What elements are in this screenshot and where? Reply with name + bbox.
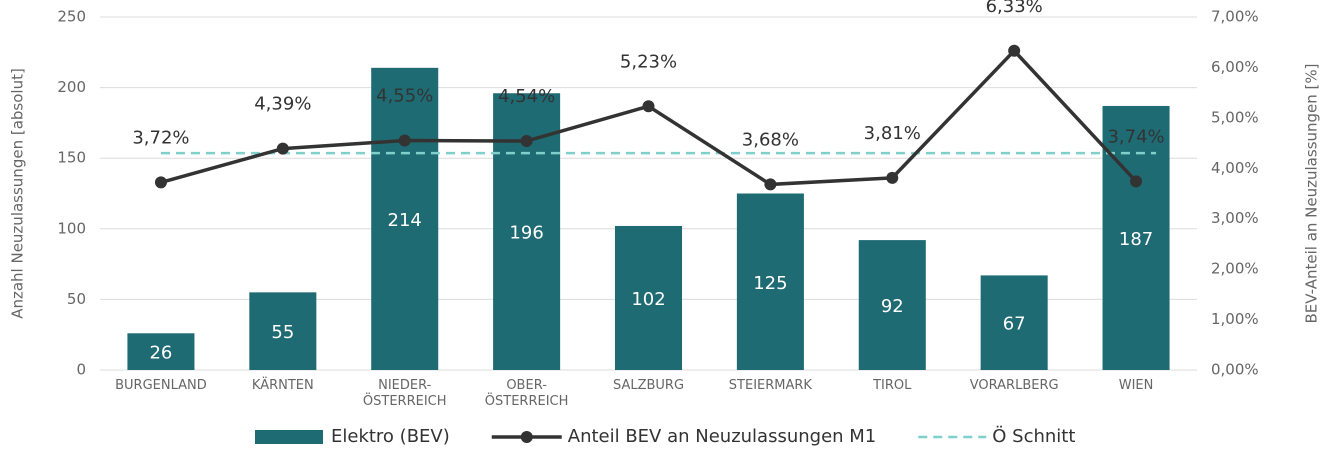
y2-tick-label: 3,00%	[1211, 209, 1259, 227]
legend-swatch	[520, 431, 533, 443]
y2-tick-label: 1,00%	[1211, 310, 1259, 328]
legend-swatch	[255, 430, 323, 444]
bar-value-label: 214	[388, 210, 422, 231]
line-value-label: 5,23%	[620, 51, 677, 72]
bar	[980, 275, 1048, 370]
x-tick-label: OBER- ÖSTERREICH	[484, 378, 569, 409]
bar-value-label: 26	[149, 343, 172, 364]
line-value-label: 3,72%	[132, 127, 189, 148]
y-axis-label: Anzahl Neuzulassungen [absolut]	[9, 68, 27, 319]
line-marker	[154, 176, 167, 189]
line-value-label: 3,74%	[1107, 126, 1164, 147]
line-value-label: 3,68%	[742, 129, 799, 150]
x-tick-label: SALZBURG	[612, 378, 685, 393]
line-marker	[886, 171, 899, 184]
legend-label: Anteil BEV an Neuzulassungen M1	[568, 426, 877, 447]
x-tick-label: VORARLBERG	[969, 378, 1059, 393]
line-value-label: 6,33%	[986, 0, 1043, 17]
line-marker	[642, 100, 655, 113]
line-value-label: 4,39%	[254, 94, 311, 115]
legend-label: Ö Schnitt	[992, 425, 1075, 447]
line-value-label: 4,54%	[498, 86, 555, 107]
y2-tick-label: 4,00%	[1211, 159, 1259, 177]
x-tick-label: STEIERMARK	[728, 378, 812, 393]
x-tick-label: WIEN	[1118, 378, 1154, 393]
bar	[371, 67, 439, 370]
bar-value-label: 125	[753, 273, 787, 294]
bar-value-label: 187	[1119, 229, 1153, 250]
legend-label: Elektro (BEV)	[331, 426, 450, 447]
y-tick-label: 0	[76, 361, 86, 379]
y-tick-label: 150	[57, 149, 86, 167]
line-marker	[1008, 44, 1021, 57]
bar	[614, 225, 683, 370]
y-tick-label: 200	[57, 78, 86, 96]
bar-value-label: 102	[631, 289, 665, 310]
bar-value-label: 67	[1003, 314, 1026, 335]
line-value-label: 4,55%	[376, 86, 433, 107]
x-tick-label: NIEDER- ÖSTERREICH	[362, 378, 447, 409]
bar-value-label: 55	[271, 322, 294, 343]
y-tick-label: 250	[57, 8, 86, 26]
bar	[1102, 105, 1170, 371]
x-tick-label: KÄRNTEN	[251, 378, 314, 393]
y2-axis-label: BEV-Anteil an Neuzulassungen [%]	[1303, 63, 1321, 323]
y2-tick-label: 2,00%	[1211, 260, 1259, 278]
line-marker	[398, 134, 411, 147]
y2-tick-label: 0,00%	[1211, 361, 1259, 379]
y2-tick-label: 5,00%	[1211, 108, 1259, 126]
x-tick-label: TIROL	[873, 378, 912, 393]
line-marker	[1130, 175, 1143, 188]
bar-value-label: 196	[509, 223, 543, 244]
line-value-label: 3,81%	[864, 123, 921, 144]
line-marker	[520, 135, 533, 148]
line-marker	[276, 142, 289, 155]
y-tick-label: 100	[57, 219, 86, 237]
y2-tick-label: 7,00%	[1211, 8, 1259, 26]
y2-tick-label: 6,00%	[1211, 58, 1259, 76]
line-marker	[764, 178, 777, 191]
bar	[736, 193, 804, 370]
bar	[858, 240, 926, 370]
y-tick-label: 50	[67, 290, 86, 308]
bar-value-label: 92	[881, 296, 904, 317]
bar	[249, 292, 317, 370]
x-tick-label: BURGENLAND	[115, 378, 207, 393]
bar	[127, 333, 195, 370]
